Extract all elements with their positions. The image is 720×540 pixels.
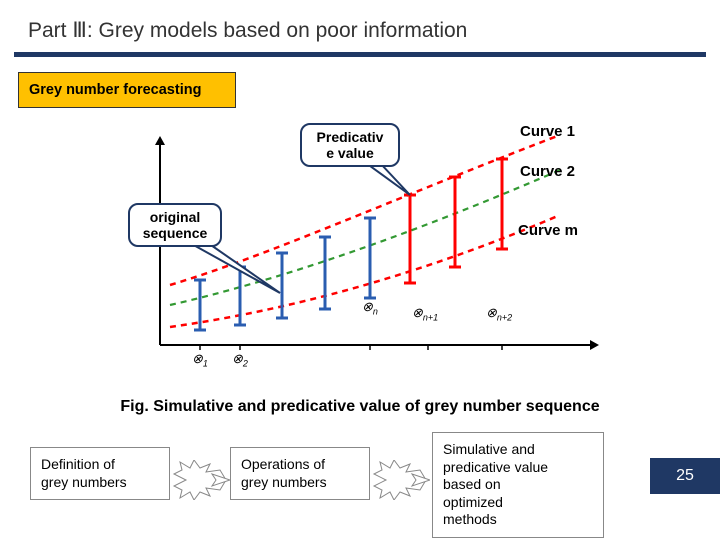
flow-box-1: Operations ofgrey numbers [230, 447, 370, 500]
slide-title: Part Ⅲ: Grey models based on poor inform… [28, 18, 467, 43]
title-underline [14, 52, 706, 57]
x-tick-label: ⊗1 [192, 351, 208, 368]
callout-tails [190, 163, 410, 293]
x-tick-label: ⊗2 [232, 351, 248, 368]
x-tick-label: ⊗n [362, 299, 378, 316]
flow-diagram: Definition ofgrey numbers Operations ofgr… [30, 432, 690, 532]
curve-m-label: Curve m [518, 222, 578, 239]
flow-arrow-0 [172, 460, 230, 500]
x-tick-label: ⊗n+2 [486, 305, 512, 322]
page-number: 25 [650, 458, 720, 494]
callout-predictive: Predicative value [300, 123, 400, 167]
interval-bars [194, 159, 508, 330]
slide-root: Part Ⅲ: Grey models based on poor inform… [0, 0, 720, 540]
section-badge: Grey number forecasting [18, 72, 236, 108]
curve-2-label: Curve 2 [520, 163, 575, 180]
x-tick-label: ⊗n+1 [412, 305, 438, 322]
flow-box-2: Simulative andpredicative valuebased ono… [432, 432, 604, 538]
flow-box-0: Definition ofgrey numbers [30, 447, 170, 500]
callout-original: originalsequence [128, 203, 222, 247]
curve-1-label: Curve 1 [520, 123, 575, 140]
figure-caption: Fig. Simulative and predicative value of… [0, 398, 720, 416]
chart-area: Predicative value originalsequence Curve… [110, 115, 610, 375]
flow-arrow-1 [372, 460, 430, 500]
